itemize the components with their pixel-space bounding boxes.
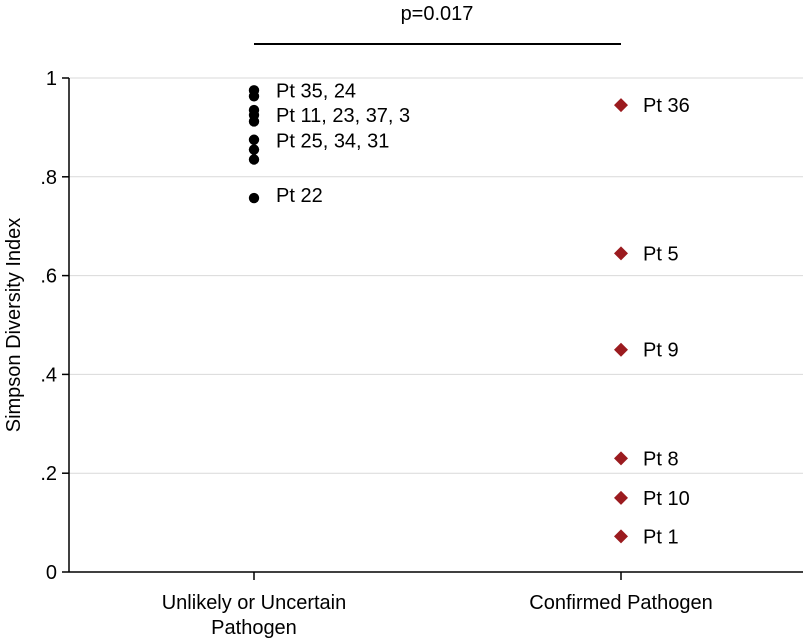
data-point-label: Pt 11, 23, 37, 3 — [276, 105, 410, 127]
significance-annotation: p=0.017 — [254, 3, 621, 45]
data-point — [248, 91, 260, 102]
data-point-label: Pt 36 — [643, 95, 690, 117]
gridlines — [69, 77, 803, 474]
data-point — [248, 116, 260, 127]
x-category-label-2: Confirmed Pathogen — [529, 592, 712, 614]
data-point-label: Pt 10 — [643, 488, 690, 510]
data-point — [614, 490, 628, 505]
data-points — [248, 85, 628, 544]
data-point-label: Pt 8 — [643, 448, 679, 470]
y-tick-label: .6 — [40, 266, 57, 288]
y-tick-label: .2 — [40, 463, 57, 485]
y-tick-label: 0 — [46, 562, 57, 584]
data-point — [614, 451, 628, 466]
axes: 0 .2 .4 .6 .8 1 — [40, 68, 803, 584]
point-labels: Pt 35, 24 Pt 11, 23, 37, 3 Pt 25, 34, 31 Pt… — [276, 80, 690, 548]
x-category-label-1-line-2: Pathogen — [211, 617, 297, 639]
data-point-label: Pt 9 — [643, 340, 679, 362]
data-point-label: Pt 5 — [643, 243, 679, 265]
data-point — [248, 192, 260, 204]
x-category-label-1-line-1: Unlikely or Uncertain — [162, 592, 347, 614]
data-point-label: Pt 1 — [643, 526, 679, 548]
data-point — [614, 342, 628, 357]
data-point — [614, 529, 628, 544]
data-point — [614, 98, 628, 113]
data-point-label: Pt 22 — [276, 185, 323, 207]
data-point — [248, 144, 260, 155]
data-point-label: Pt 35, 24 — [276, 80, 356, 102]
data-point — [248, 154, 260, 165]
p-value-label: p=0.017 — [401, 3, 474, 25]
y-axis-title: Simpson Diversity Index — [3, 218, 25, 433]
y-tick-label: .4 — [40, 364, 57, 386]
data-point — [614, 246, 628, 261]
y-tick-label: .8 — [40, 167, 57, 189]
data-point — [248, 134, 260, 145]
data-point-label: Pt 25, 34, 31 — [276, 131, 389, 153]
y-tick-label: 1 — [46, 68, 57, 90]
